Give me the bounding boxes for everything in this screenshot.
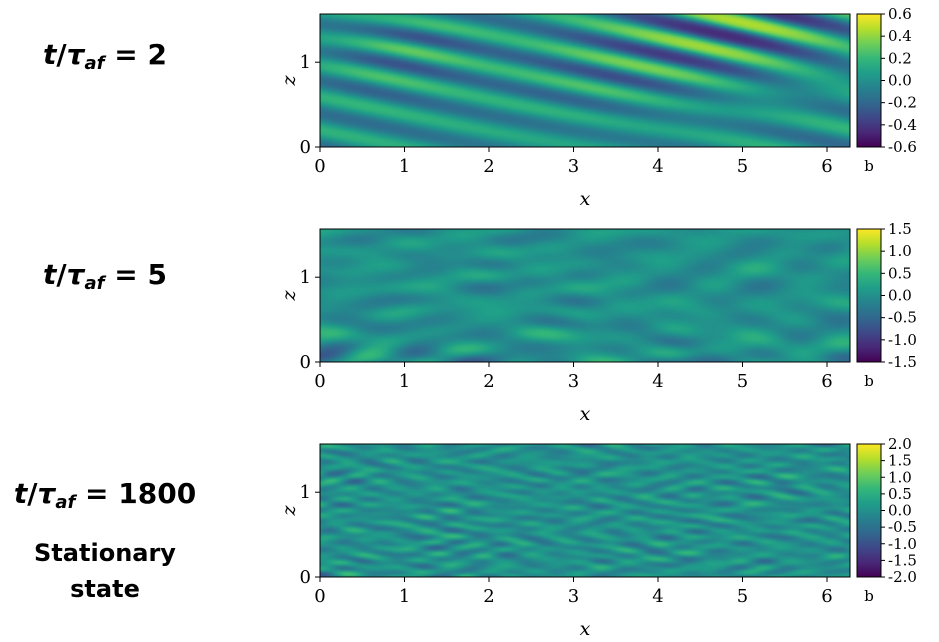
y-tick-label: 1 bbox=[300, 482, 311, 503]
x-tick-label: 6 bbox=[821, 586, 832, 607]
x-tick-label: 1 bbox=[399, 586, 410, 607]
colorbar-tick-label: -0.5 bbox=[888, 309, 917, 327]
colorbar-tick-label: 0.0 bbox=[888, 502, 912, 520]
y-tick-label: 1 bbox=[300, 52, 311, 73]
colorbar-tick-label: 1.0 bbox=[888, 468, 912, 486]
colorbar-tick-label: -1.0 bbox=[888, 331, 917, 349]
y-tick-label: 0 bbox=[300, 352, 311, 373]
colorbar-tick-label: 0.0 bbox=[888, 72, 912, 90]
colorbar-tick-label: 0.5 bbox=[888, 264, 912, 282]
colorbar-tick-label: 1.0 bbox=[888, 242, 912, 260]
x-tick-label: 2 bbox=[483, 371, 494, 392]
x-axis-label: x bbox=[580, 188, 591, 210]
y-axis-label: z bbox=[278, 75, 300, 87]
colorbar-tick-label: -1.0 bbox=[888, 535, 917, 553]
x-tick-label: 6 bbox=[821, 371, 832, 392]
colorbar-tick-label: -1.5 bbox=[888, 551, 917, 569]
plot-frame-3 bbox=[319, 443, 851, 578]
colorbar-1 bbox=[856, 13, 882, 148]
panel-2: 0 1 2 3 4 5 6 0 1 x z 1.5 1.0 0.5 0.0 -0.5 -1.0 -1.5 b bbox=[278, 220, 917, 425]
row3-time-label: t/τaf = 1800 bbox=[13, 477, 197, 513]
colorbar-3 bbox=[856, 443, 882, 578]
y-axis-label: z bbox=[278, 505, 300, 517]
heatmap-field-2 bbox=[320, 229, 850, 362]
x-tick-label: 0 bbox=[314, 156, 325, 177]
row1-time-label: t/τaf = 2 bbox=[43, 38, 167, 74]
x-axis-label: x bbox=[580, 618, 591, 640]
y-tick-label: 0 bbox=[300, 567, 311, 588]
x-tick-label: 1 bbox=[399, 371, 410, 392]
colorbar-tick-label: -1.5 bbox=[888, 353, 917, 371]
colorbar-tick-label: 1.5 bbox=[888, 220, 912, 238]
colorbar-tick-label: 0.5 bbox=[888, 485, 912, 503]
plot-frame-1 bbox=[319, 13, 851, 148]
colorbar-2 bbox=[856, 228, 882, 363]
x-axis-label: x bbox=[580, 403, 591, 425]
x-tick-label: 1 bbox=[399, 156, 410, 177]
x-tick-label: 5 bbox=[737, 371, 748, 392]
row3-state-label: Stationary state bbox=[0, 535, 210, 607]
y-tick-label: 0 bbox=[300, 137, 311, 158]
colorbar-label: b bbox=[864, 372, 874, 390]
y-tick-label: 1 bbox=[300, 267, 311, 288]
colorbar-tick-label: 0.4 bbox=[888, 27, 912, 45]
x-tick-label: 5 bbox=[737, 586, 748, 607]
colorbar-tick-label: 0.0 bbox=[888, 287, 912, 305]
x-tick-label: 4 bbox=[652, 156, 663, 177]
colorbar-tick-label: 2.0 bbox=[888, 435, 912, 453]
colorbar-tick-label: 0.2 bbox=[888, 49, 912, 67]
x-tick-label: 0 bbox=[314, 371, 325, 392]
x-tick-label: 2 bbox=[483, 156, 494, 177]
x-tick-label: 4 bbox=[652, 586, 663, 607]
state-line-2: state bbox=[70, 575, 140, 603]
colorbar-label: b bbox=[864, 157, 874, 175]
colorbar-tick-label: -0.6 bbox=[888, 138, 917, 156]
plot-frame-2 bbox=[319, 228, 851, 363]
colorbar-tick-label: -0.4 bbox=[888, 116, 917, 134]
heatmap-field-1 bbox=[320, 14, 850, 147]
x-tick-label: 2 bbox=[483, 586, 494, 607]
colorbar-tick-label: 0.6 bbox=[888, 5, 912, 23]
colorbar-tick-label: -2.0 bbox=[888, 568, 917, 586]
heatmap-field-3 bbox=[320, 444, 850, 577]
state-line-1: Stationary bbox=[34, 539, 176, 567]
x-tick-label: 4 bbox=[652, 371, 663, 392]
colorbar-tick-label: -0.2 bbox=[888, 94, 917, 112]
x-tick-label: 3 bbox=[568, 586, 579, 607]
colorbar-label: b bbox=[864, 587, 874, 605]
panel-3: 0 1 2 3 4 5 6 0 1 x z 2.01.51.00.50.0-0.5-1.0-1.5-2… bbox=[278, 435, 917, 640]
x-tick-label: 3 bbox=[568, 371, 579, 392]
panel-1: 0 1 2 3 4 5 6 0 1 x z 0.6 0.4 0.2 0.0 -0.2 -0.4 -0.6 b bbox=[278, 5, 917, 210]
x-tick-label: 0 bbox=[314, 586, 325, 607]
x-tick-label: 6 bbox=[821, 156, 832, 177]
colorbar-tick-label: -0.5 bbox=[888, 518, 917, 536]
colorbar-tick-label: 1.5 bbox=[888, 452, 912, 470]
row2-time-label: t/τaf = 5 bbox=[43, 258, 167, 294]
y-axis-label: z bbox=[278, 290, 300, 302]
x-tick-label: 5 bbox=[737, 156, 748, 177]
x-tick-label: 3 bbox=[568, 156, 579, 177]
